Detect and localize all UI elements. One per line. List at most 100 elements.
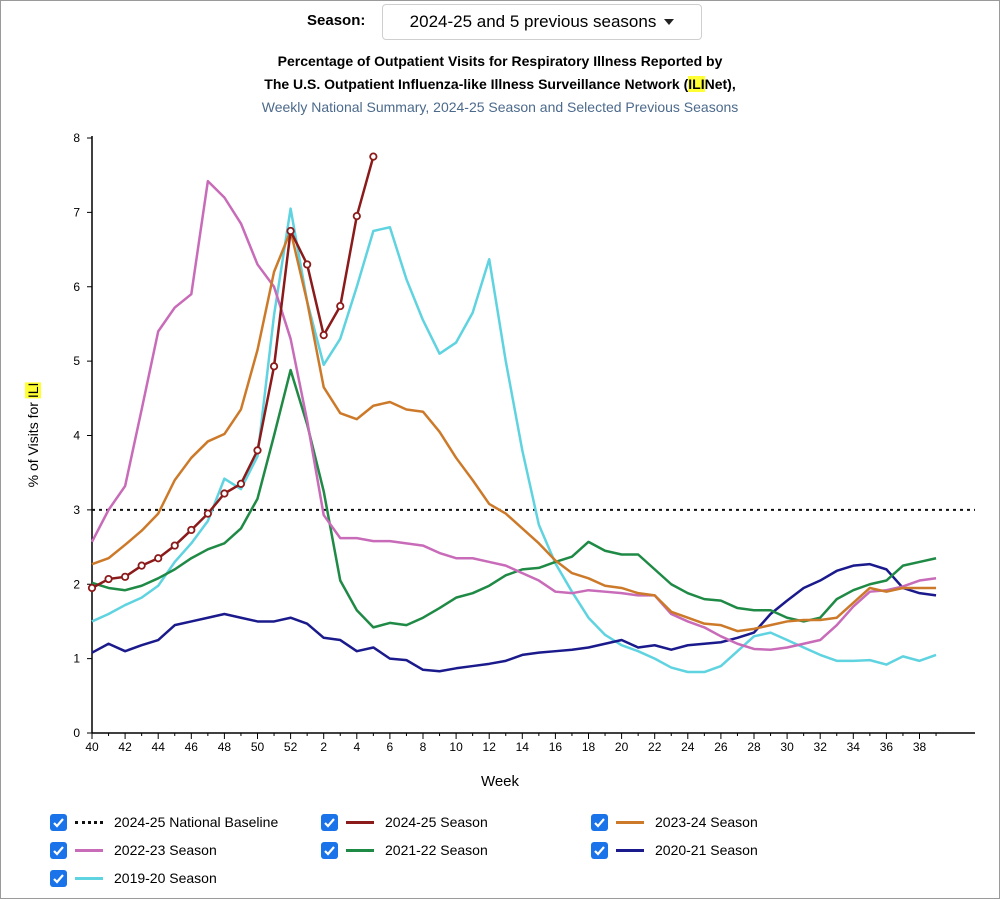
checkbox-icon[interactable] [50, 869, 67, 887]
y-tick-label: 3 [73, 503, 80, 517]
season-dropdown[interactable]: 2024-25 and 5 previous seasons [382, 4, 702, 40]
legend-label-2022-23: 2022-23 Season [114, 842, 217, 858]
x-tick-label: 38 [913, 740, 927, 754]
y-tick-label: 1 [73, 652, 80, 666]
chart-title-line1: Percentage of Outpatient Visits for Resp… [277, 53, 723, 69]
data-point-2024-25-season [253, 446, 262, 455]
data-point-2024-25-season [187, 525, 196, 535]
data-point-2024-25-season [121, 572, 130, 581]
data-point-2024-25-season [203, 509, 212, 518]
x-tick-label: 10 [449, 740, 463, 754]
legend-label-2021-22: 2021-22 Season [385, 842, 488, 858]
legend-item-baseline[interactable]: 2024-25 National Baseline [50, 812, 278, 832]
legend-item-2020-21[interactable]: 2020-21 Season [591, 840, 758, 860]
y-tick-label: 0 [73, 726, 80, 740]
legend-swatch-2022-23 [75, 848, 103, 852]
series-line-2022-23-season [90, 179, 937, 651]
y-tick-label: 7 [73, 205, 80, 219]
y-tick-label: 2 [73, 577, 80, 591]
y-tick-label: 6 [73, 280, 80, 294]
x-tick-label: 22 [648, 740, 662, 754]
data-point-2024-25-season [319, 330, 328, 340]
legend-item-2021-22[interactable]: 2021-22 Season [321, 840, 488, 860]
x-tick-label: 50 [251, 740, 265, 754]
legend-swatch-2020-21 [616, 848, 644, 852]
season-label: Season: [307, 12, 366, 29]
data-point-2024-25-season [269, 362, 279, 371]
x-axis-label: Week [480, 773, 520, 790]
x-tick-label: 20 [615, 740, 629, 754]
title-line2-suffix: Net), [704, 76, 736, 92]
checkbox-icon[interactable] [321, 841, 338, 859]
x-tick-label: 30 [780, 740, 794, 754]
x-tick-label: 26 [714, 740, 728, 754]
data-point-2024-25-season [352, 211, 361, 221]
legend-label-baseline: 2024-25 National Baseline [114, 814, 279, 830]
legend-swatch-2024-25 [346, 820, 374, 824]
legend-label-2019-20: 2019-20 Season [114, 870, 217, 886]
y-axis-label-highlight: ILI [25, 382, 41, 399]
legend: 2024-25 National Baseline 2024-25 Season… [0, 812, 1000, 892]
data-point-2024-25-season [303, 260, 312, 269]
x-tick-label: 4 [353, 740, 360, 754]
x-tick-label: 2 [320, 740, 327, 754]
legend-item-2022-23[interactable]: 2022-23 Season [50, 840, 217, 860]
legend-swatch-2023-24 [616, 820, 644, 824]
x-tick-label: 14 [516, 740, 530, 754]
legend-label-2024-25: 2024-25 Season [385, 814, 488, 830]
legend-item-2023-24[interactable]: 2023-24 Season [591, 812, 758, 832]
x-tick-label: 6 [387, 740, 394, 754]
x-tick-label: 42 [118, 740, 132, 754]
series-line-2020-21-season [91, 562, 937, 673]
series-line-2019-20-season [91, 207, 937, 674]
x-tick-label: 18 [582, 740, 596, 754]
x-tick-label: 36 [880, 740, 894, 754]
x-tick-label: 16 [549, 740, 563, 754]
y-tick-label: 4 [73, 429, 80, 443]
checkbox-icon[interactable] [50, 841, 67, 859]
x-tick-label: 24 [681, 740, 695, 754]
legend-swatch-baseline [75, 820, 103, 824]
x-tick-label: 34 [847, 740, 861, 754]
checkbox-icon[interactable] [591, 841, 608, 859]
checkbox-icon[interactable] [591, 813, 608, 831]
data-point-2024-25-season [336, 301, 345, 311]
checkbox-icon[interactable] [321, 813, 338, 831]
legend-label-2023-24: 2023-24 Season [655, 814, 758, 830]
season-dropdown-value: 2024-25 and 5 previous seasons [409, 12, 657, 31]
legend-swatch-2019-20 [75, 876, 103, 880]
chart-subtitle: Weekly National Summary, 2024-25 Season … [261, 99, 739, 115]
legend-item-2024-25[interactable]: 2024-25 Season [321, 812, 488, 832]
checkbox-icon[interactable] [50, 813, 67, 831]
data-point-2024-25-season [137, 561, 146, 570]
legend-label-2020-21: 2020-21 Season [655, 842, 758, 858]
chevron-down-icon [664, 19, 675, 25]
x-tick-label: 40 [85, 740, 99, 754]
legend-swatch-2021-22 [346, 848, 374, 852]
x-tick-label: 46 [185, 740, 199, 754]
data-point-2024-25-season [87, 583, 97, 593]
data-point-2024-25-season [154, 554, 163, 563]
legend-item-2019-20[interactable]: 2019-20 Season [50, 868, 217, 888]
x-tick-label: 48 [218, 740, 232, 754]
data-point-2024-25-season [286, 226, 295, 236]
x-tick-label: 44 [152, 740, 166, 754]
y-tick-label: 5 [73, 354, 80, 368]
season-selector-row: Season: 2024-25 and 5 previous seasons [0, 3, 1000, 40]
data-point-2024-25-season [170, 541, 179, 550]
y-axis-label: % of Visits for ILI [25, 382, 41, 488]
series-line-2024-25-season [91, 156, 375, 590]
x-tick-label: 8 [420, 740, 427, 754]
data-point-2024-25-season [104, 574, 113, 584]
y-axis-label-prefix: % of Visits for [25, 398, 41, 488]
title-line2-prefix: The U.S. Outpatient Influenza-like Illne… [264, 76, 689, 92]
x-tick-label: 52 [284, 740, 298, 754]
series-line-2023-24-season [91, 229, 937, 633]
x-tick-label: 12 [483, 740, 497, 754]
y-tick-label: 8 [73, 131, 80, 145]
x-tick-label: 32 [814, 740, 828, 754]
data-point-2024-25-season [236, 479, 246, 488]
data-point-2024-25-season [369, 152, 378, 161]
data-point-2024-25-season [220, 489, 229, 498]
